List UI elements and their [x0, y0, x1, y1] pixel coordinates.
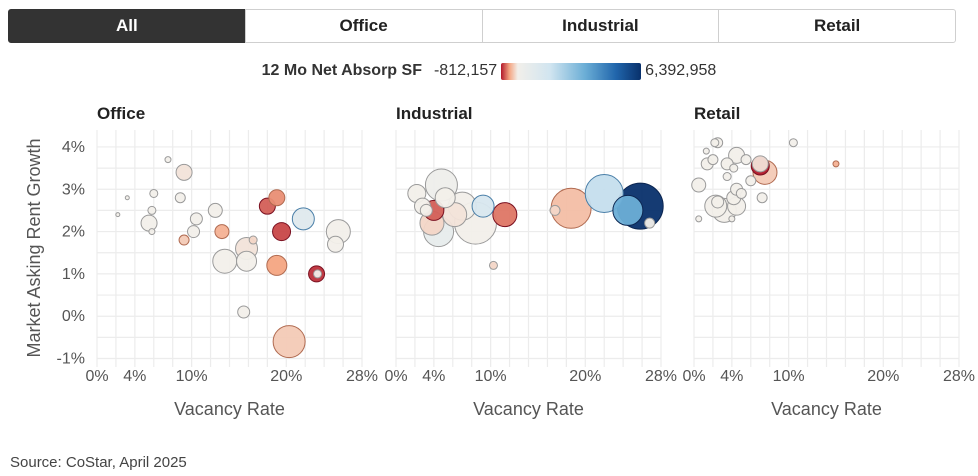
data-point	[745, 175, 757, 187]
tab-retail[interactable]: Retail	[718, 9, 956, 43]
tab-office[interactable]: Office	[244, 9, 483, 43]
scatter-chart: Office 0% 4% 10% 20% 28% Vacancy Rate Industria…	[24, 104, 975, 419]
data-point	[237, 305, 251, 319]
data-point	[140, 214, 158, 232]
y-axis-label: Market Asking Rent Growth	[24, 138, 44, 357]
data-point	[710, 138, 720, 148]
data-point	[832, 160, 840, 168]
y-tick-label: 4%	[62, 139, 85, 156]
data-point	[149, 188, 159, 198]
data-point	[488, 260, 498, 270]
data-point	[164, 156, 172, 164]
data-point	[148, 228, 156, 236]
y-tick-label: 2%	[62, 224, 85, 241]
legend-gradient-bar	[501, 62, 642, 80]
x-axis-label: Vacancy Rate	[771, 399, 882, 419]
x-tick-label: 10%	[475, 368, 507, 385]
data-point	[728, 215, 736, 223]
data-point	[115, 212, 121, 218]
data-point	[214, 224, 230, 240]
data-point	[327, 235, 344, 253]
data-point	[584, 173, 624, 213]
y-tick-label: -1%	[57, 351, 85, 368]
data-point	[189, 212, 203, 226]
data-point	[178, 234, 190, 246]
x-axis-label: Vacancy Rate	[473, 399, 584, 419]
x-tick-label: 0%	[682, 368, 705, 385]
data-point	[272, 325, 306, 359]
legend-title: 12 Mo Net Absorp SF	[261, 62, 422, 79]
y-tick-label: 0%	[62, 308, 85, 325]
data-point	[492, 202, 518, 228]
data-point	[740, 154, 752, 166]
panel-title: Office	[97, 104, 145, 123]
data-point	[691, 177, 707, 193]
data-point	[419, 203, 433, 217]
data-point	[756, 192, 768, 204]
y-tick-label: 1%	[62, 266, 85, 283]
data-point	[612, 194, 644, 226]
x-tick-label: 4%	[720, 368, 743, 385]
data-point	[212, 248, 238, 274]
x-tick-label: 0%	[85, 368, 108, 385]
data-point	[735, 187, 747, 199]
data-point	[788, 138, 798, 148]
data-point	[147, 205, 157, 215]
x-tick-label: 20%	[270, 368, 302, 385]
data-point	[729, 163, 739, 173]
x-tick-label: 28%	[346, 368, 378, 385]
x-tick-label: 10%	[773, 368, 805, 385]
data-point	[268, 189, 286, 207]
x-tick-label: 4%	[422, 368, 445, 385]
data-point	[644, 217, 656, 229]
x-tick-label: 4%	[123, 368, 146, 385]
legend-min-label: -812,157	[433, 62, 498, 79]
legend-max-label: 6,392,958	[645, 62, 717, 79]
data-point	[187, 225, 201, 239]
x-tick-label: 20%	[867, 368, 899, 385]
data-point	[549, 204, 561, 216]
data-point	[471, 194, 495, 218]
x-tick-label: 10%	[176, 368, 208, 385]
x-tick-label: 28%	[645, 368, 677, 385]
color-legend: 12 Mo Net Absorp SF -812,157 6,392,958	[0, 62, 978, 80]
panel-title: Industrial	[396, 104, 473, 123]
x-tick-label: 28%	[943, 368, 975, 385]
data-point	[707, 154, 719, 166]
data-point	[702, 147, 710, 155]
data-point	[272, 222, 292, 242]
data-point	[722, 172, 732, 182]
x-axis-label: Vacancy Rate	[174, 399, 285, 419]
y-tick-label: 3%	[62, 181, 85, 198]
data-point	[236, 250, 258, 272]
data-point	[175, 163, 193, 181]
data-point	[751, 155, 769, 173]
tab-industrial[interactable]: Industrial	[481, 9, 720, 43]
panel-title: Retail	[694, 104, 740, 123]
data-point	[124, 195, 130, 201]
data-point	[174, 192, 186, 204]
data-point	[266, 254, 288, 276]
data-point	[434, 187, 456, 209]
x-tick-label: 0%	[384, 368, 407, 385]
property-type-tabs: All Office Industrial Retail	[8, 9, 956, 43]
data-point	[248, 235, 258, 245]
data-point	[291, 207, 315, 231]
source-note: Source: CoStar, April 2025	[10, 454, 187, 471]
data-point	[313, 269, 323, 279]
data-point	[695, 215, 703, 223]
x-tick-label: 20%	[569, 368, 601, 385]
tab-all[interactable]: All	[8, 9, 246, 43]
data-point	[711, 195, 725, 209]
data-point	[207, 202, 223, 218]
